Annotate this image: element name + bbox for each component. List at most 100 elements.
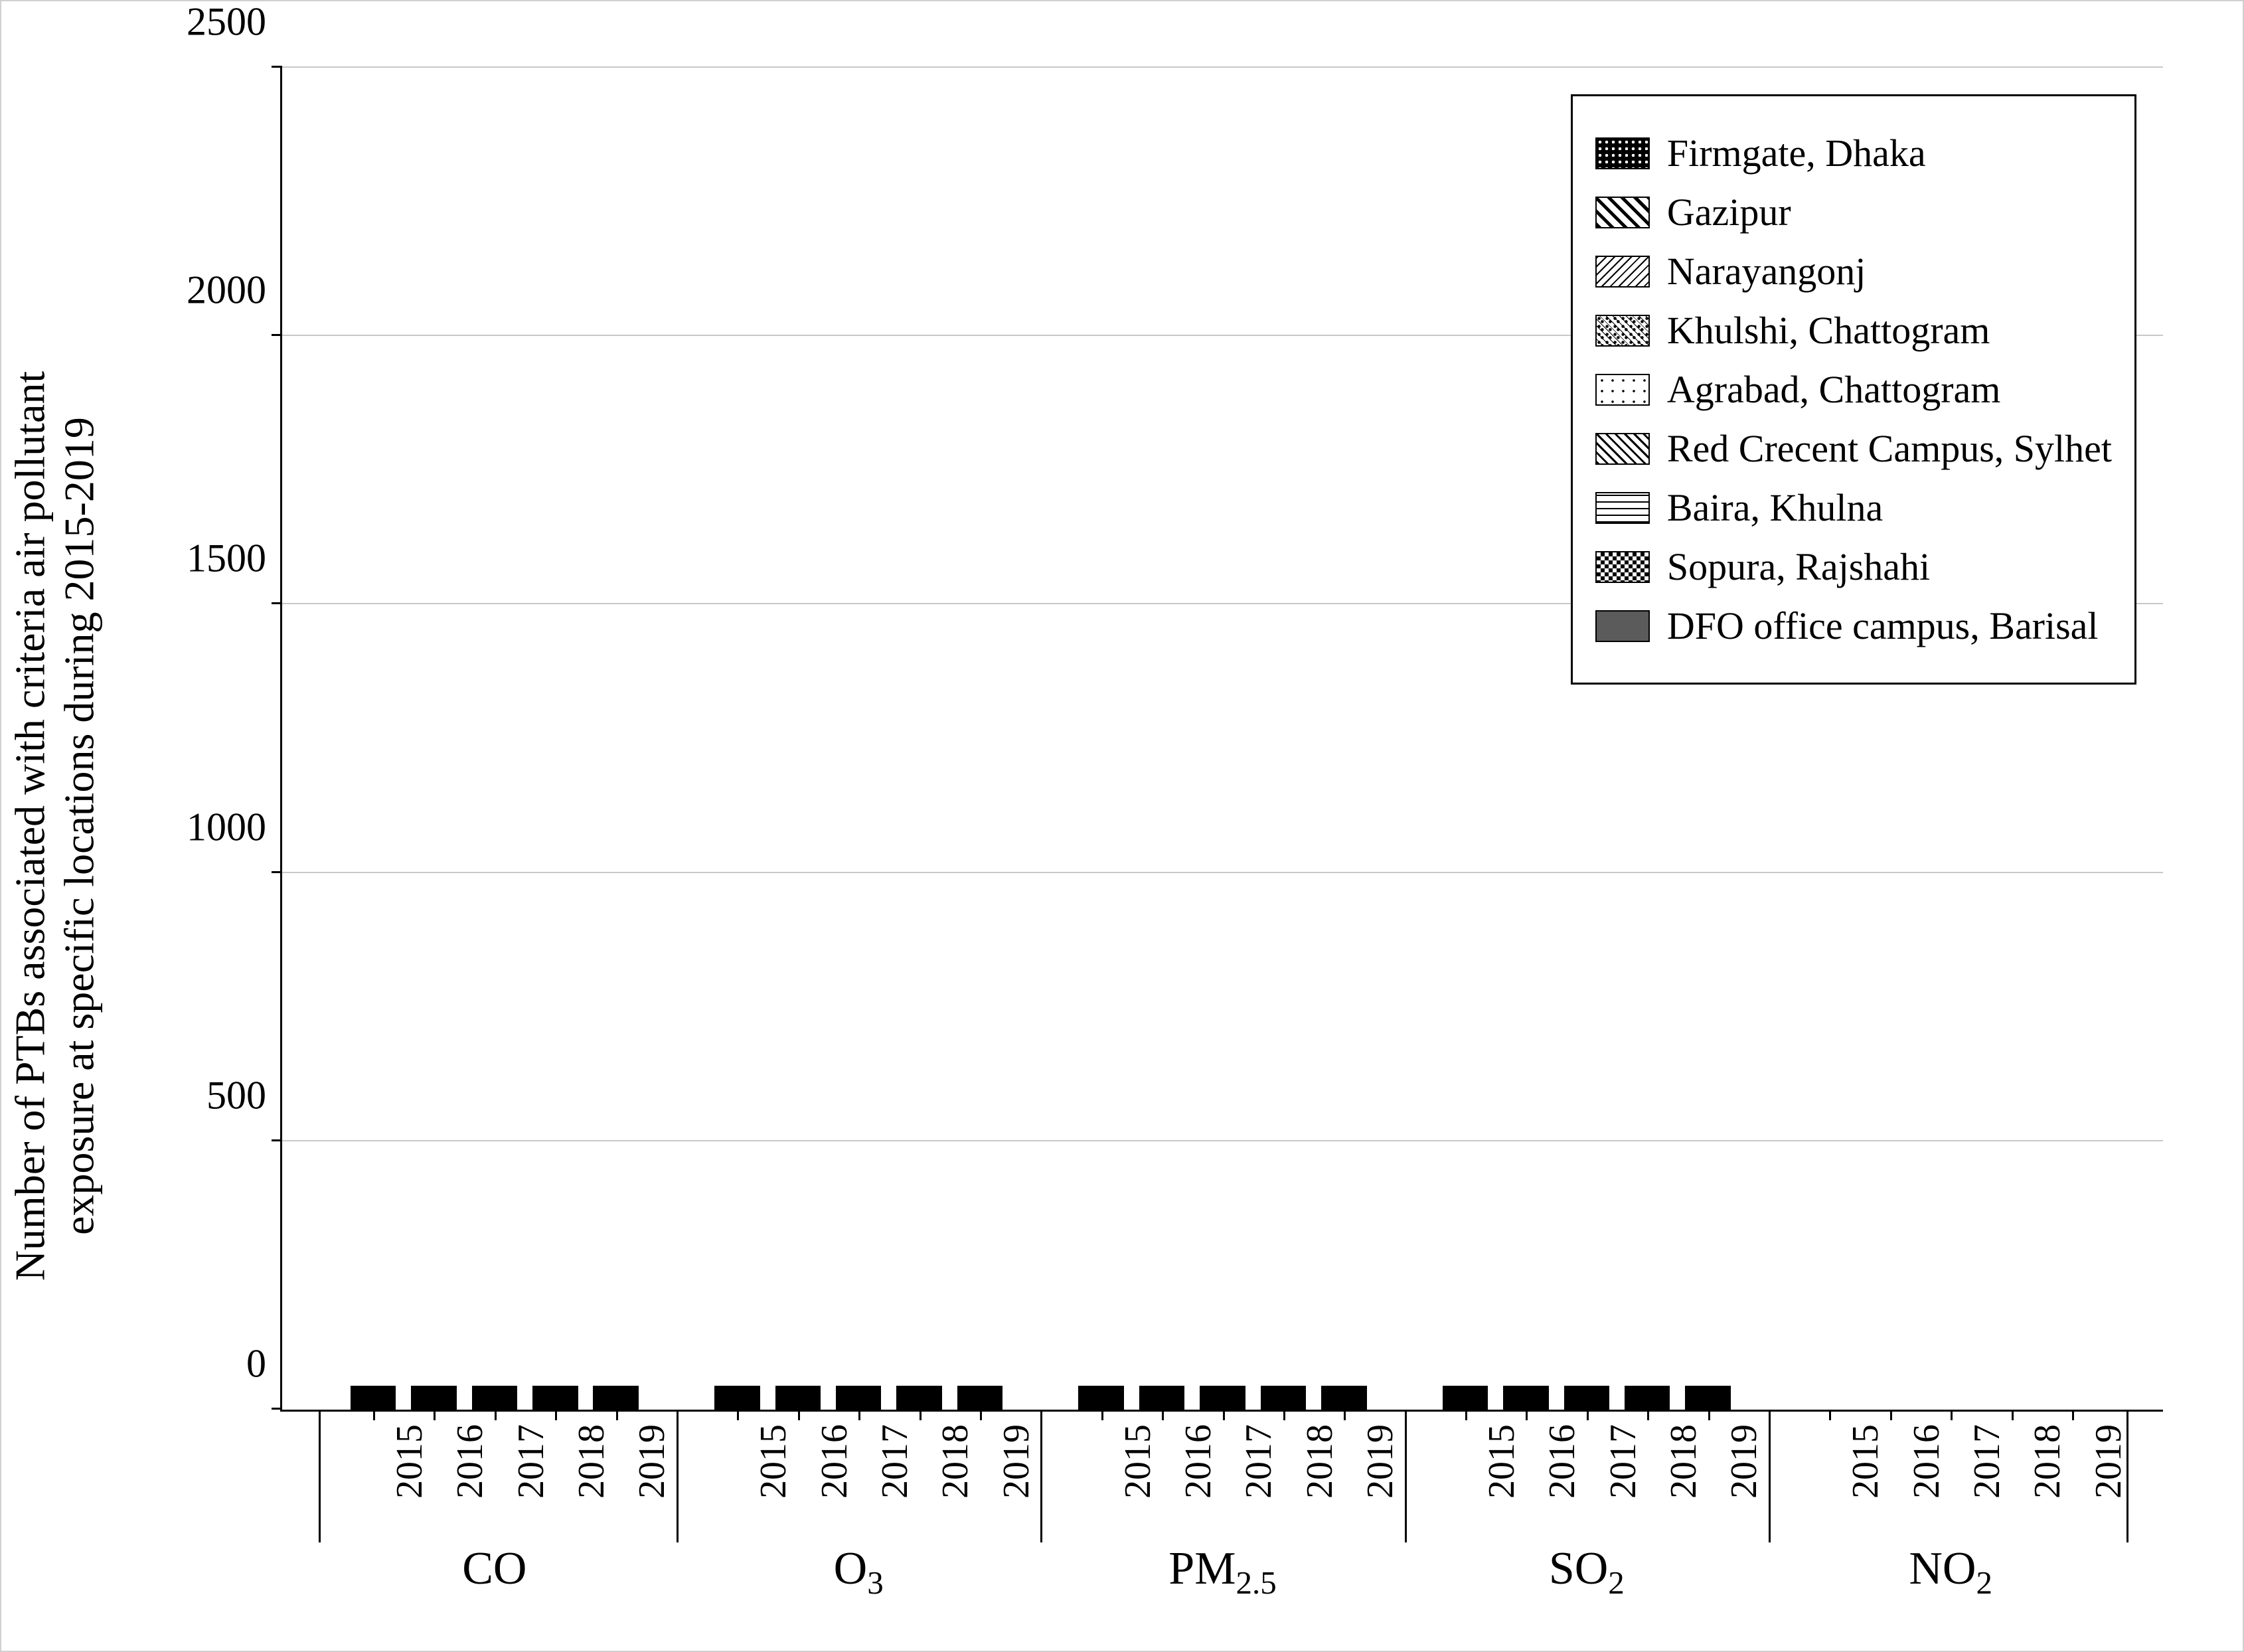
legend-item: Khulshi, Chattogram (1595, 308, 2112, 353)
xtick-year-label: 2017 (510, 1424, 552, 1499)
xtick-mark (1647, 1410, 1649, 1420)
legend-label: Baira, Khulna (1667, 485, 1883, 530)
stacked-bar (532, 1386, 578, 1410)
ytick-mark (272, 1139, 282, 1141)
xtick-mark (1283, 1410, 1285, 1420)
xtick-year-label: 2016 (449, 1424, 491, 1499)
ytick-mark (272, 66, 282, 68)
stacked-bar (1139, 1386, 1185, 1410)
xtick-mark (555, 1410, 557, 1420)
stacked-bar (775, 1386, 821, 1410)
xtick-mark (980, 1410, 982, 1420)
stacked-bar (1261, 1386, 1307, 1410)
legend-item: Baira, Khulna (1595, 485, 2112, 530)
group-label: CO (462, 1542, 526, 1596)
xtick-mark (1829, 1410, 1831, 1420)
stacked-bar (1078, 1386, 1124, 1410)
xtick-year-label: 2019 (995, 1424, 1038, 1499)
xtick-mark (2012, 1410, 2014, 1420)
xtick-year-label: 2016 (1905, 1424, 1948, 1499)
xtick-year-label: 2018 (1662, 1424, 1705, 1499)
ytick-label: 500 (206, 1072, 282, 1118)
xtick-year-label: 2017 (1966, 1424, 2008, 1499)
legend-label: Khulshi, Chattogram (1667, 308, 1990, 353)
stacked-bar (351, 1386, 396, 1410)
gridline (282, 1140, 2163, 1141)
xtick-mark (616, 1410, 618, 1420)
group-label: SO2 (1549, 1542, 1625, 1602)
legend-item: Gazipur (1595, 190, 2112, 234)
legend-swatch (1595, 610, 1650, 642)
stacked-bar (1503, 1386, 1549, 1410)
stacked-bar (896, 1386, 942, 1410)
ytick-mark (272, 1408, 282, 1410)
group-separator (2126, 1410, 2128, 1542)
ytick-label: 2500 (187, 0, 282, 45)
xtick-year-label: 2019 (1723, 1424, 1765, 1499)
legend-item: Red Crecent Campus, Sylhet (1595, 426, 2112, 471)
legend-label: Gazipur (1667, 190, 1791, 234)
ytick-label: 0 (246, 1341, 282, 1387)
group-label: O3 (834, 1542, 884, 1602)
legend-swatch (1595, 137, 1650, 169)
ytick-mark (272, 871, 282, 873)
y-axis-label-line2: exposure at specific locations during 20… (55, 417, 102, 1235)
stacked-bar (593, 1386, 639, 1410)
legend-item: Sopura, Rajshahi (1595, 544, 2112, 589)
xtick-year-label: 2015 (388, 1424, 431, 1499)
xtick-mark (373, 1410, 375, 1420)
xtick-year-label: 2015 (1844, 1424, 1887, 1499)
xtick-mark (1223, 1410, 1225, 1420)
xtick-year-label: 2016 (813, 1424, 856, 1499)
xtick-year-label: 2018 (1299, 1424, 1341, 1499)
xtick-year-label: 2015 (1481, 1424, 1523, 1499)
group-label: NO2 (1909, 1542, 1992, 1602)
xtick-mark (1344, 1410, 1346, 1420)
xtick-year-label: 2017 (874, 1424, 916, 1499)
stacked-bar (1625, 1386, 1670, 1410)
y-axis-label: Number of PTBs associated with criteria … (5, 371, 103, 1281)
group-separator (1769, 1410, 1771, 1542)
stacked-bar (411, 1386, 457, 1410)
chart-inner: Number of PTBs associated with criteria … (54, 41, 2190, 1611)
stacked-bar (1321, 1386, 1367, 1410)
ytick-label: 1000 (187, 804, 282, 850)
xtick-mark (1890, 1410, 1892, 1420)
xtick-mark (920, 1410, 922, 1420)
xtick-year-label: 2015 (1117, 1424, 1159, 1499)
legend-label: Red Crecent Campus, Sylhet (1667, 426, 2112, 471)
legend-item: DFO office campus, Barisal (1595, 604, 2112, 648)
legend-swatch (1595, 197, 1650, 228)
xtick-mark (1162, 1410, 1164, 1420)
xtick-mark (495, 1410, 497, 1420)
group-separator (319, 1410, 321, 1542)
xtick-mark (1587, 1410, 1589, 1420)
legend-swatch (1595, 492, 1650, 524)
xtick-mark (858, 1410, 860, 1420)
stacked-bar (1685, 1386, 1731, 1410)
legend-label: Narayangonj (1667, 249, 1866, 293)
legend-label: Sopura, Rajshahi (1667, 544, 1930, 589)
xtick-year-label: 2015 (752, 1424, 795, 1499)
xtick-mark (1465, 1410, 1467, 1420)
stacked-bar (1200, 1386, 1245, 1410)
xtick-year-label: 2018 (934, 1424, 977, 1499)
legend-label: Agrabad, Chattogram (1667, 367, 2001, 412)
group-separator (1405, 1410, 1407, 1542)
xtick-year-label: 2016 (1177, 1424, 1220, 1499)
legend-swatch (1595, 374, 1650, 406)
ytick-mark (272, 334, 282, 336)
legend-swatch (1595, 315, 1650, 347)
legend-item: Agrabad, Chattogram (1595, 367, 2112, 412)
legend-swatch (1595, 551, 1650, 583)
legend-swatch (1595, 433, 1650, 465)
y-axis-label-line1: Number of PTBs associated with criteria … (6, 371, 53, 1281)
legend-item: Firmgate, Dhaka (1595, 131, 2112, 175)
stacked-bar (836, 1386, 882, 1410)
xtick-mark (798, 1410, 800, 1420)
group-label: PM2.5 (1168, 1542, 1276, 1602)
gridline (282, 66, 2163, 68)
xtick-year-label: 2016 (1541, 1424, 1583, 1499)
xtick-year-label: 2017 (1238, 1424, 1280, 1499)
xtick-year-label: 2017 (1602, 1424, 1644, 1499)
